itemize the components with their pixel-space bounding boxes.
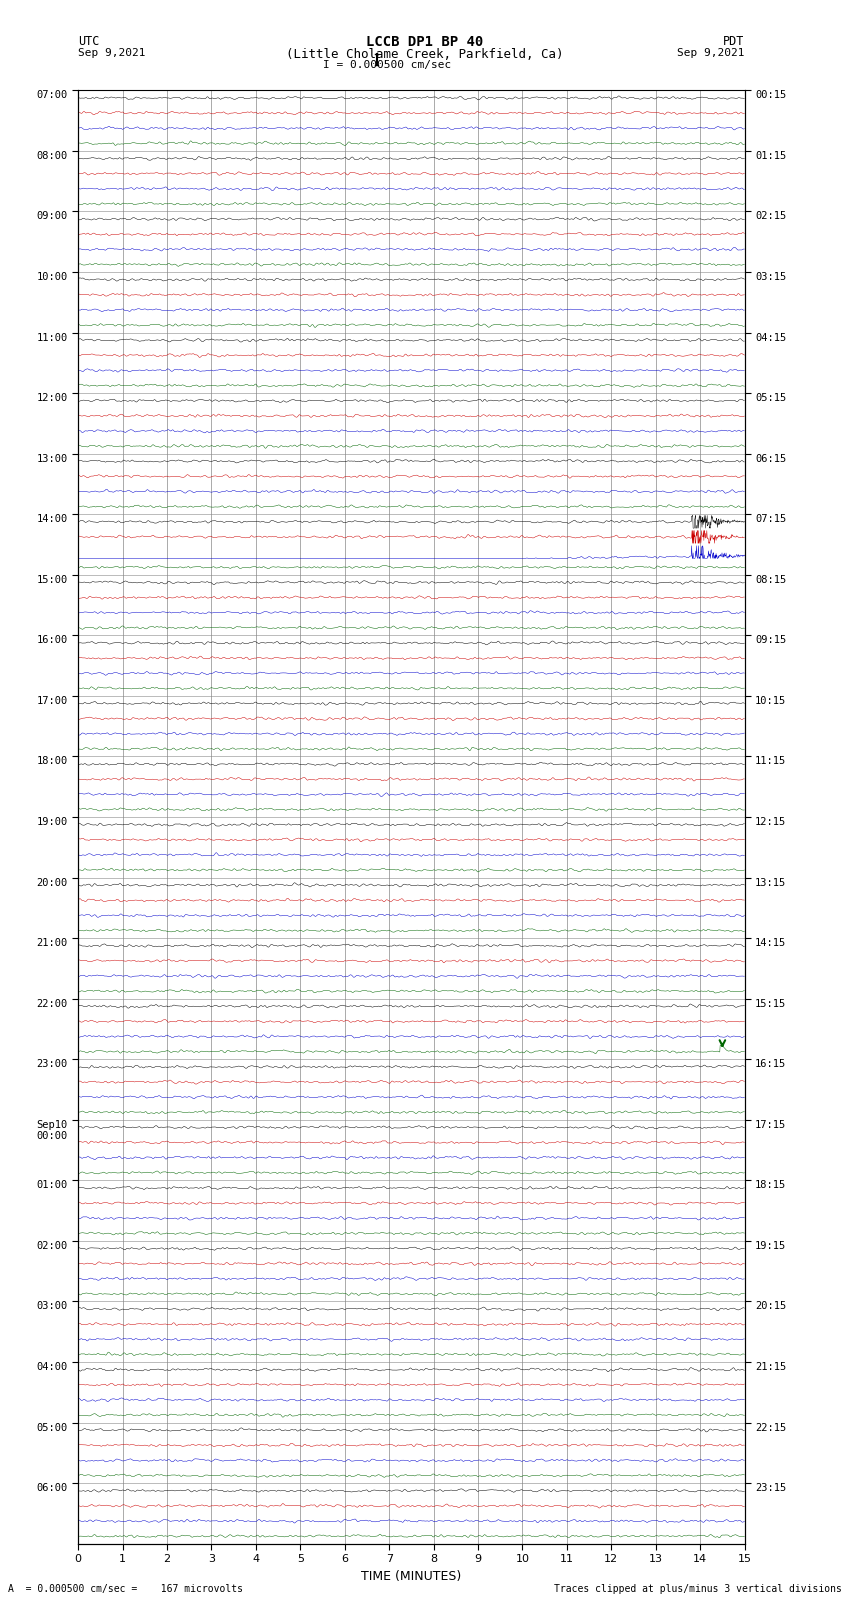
Text: Traces clipped at plus/minus 3 vertical divisions: Traces clipped at plus/minus 3 vertical … — [553, 1584, 842, 1594]
Text: Sep 9,2021: Sep 9,2021 — [78, 47, 145, 58]
Text: I = 0.000500 cm/sec: I = 0.000500 cm/sec — [323, 60, 450, 69]
X-axis label: TIME (MINUTES): TIME (MINUTES) — [361, 1569, 462, 1582]
Text: Sep 9,2021: Sep 9,2021 — [677, 47, 745, 58]
Text: A  = 0.000500 cm/sec =    167 microvolts: A = 0.000500 cm/sec = 167 microvolts — [8, 1584, 243, 1594]
Text: UTC: UTC — [78, 35, 99, 48]
Text: LCCB DP1 BP 40: LCCB DP1 BP 40 — [366, 35, 484, 48]
Text: PDT: PDT — [723, 35, 745, 48]
Text: (Little Cholame Creek, Parkfield, Ca): (Little Cholame Creek, Parkfield, Ca) — [286, 47, 564, 61]
